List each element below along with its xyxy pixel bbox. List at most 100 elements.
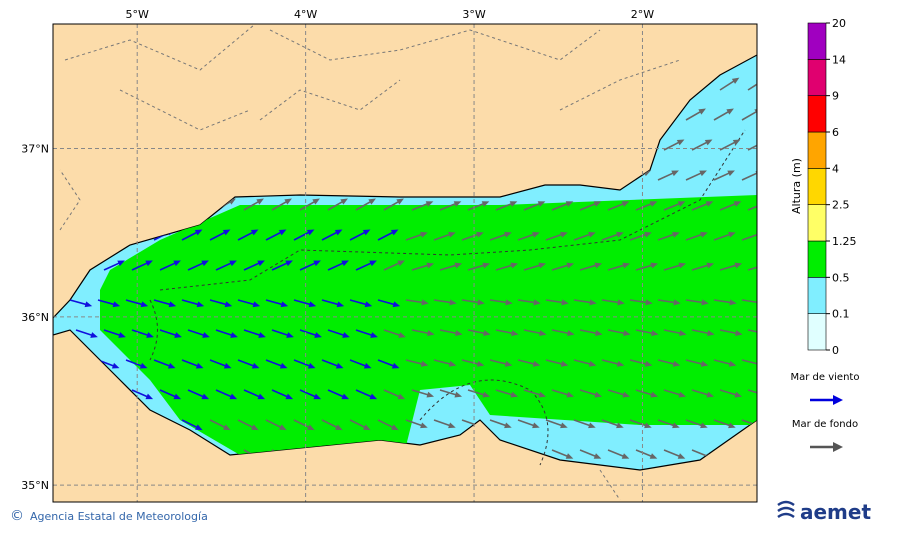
arrow-head: [533, 299, 541, 306]
arrow-head: [763, 330, 770, 336]
legend: Mar de viento Mar de fondo: [791, 372, 859, 452]
arrow-head: [257, 393, 266, 400]
arrow-head: [390, 229, 399, 236]
arrow-head: [511, 330, 519, 337]
arrow-head: [538, 262, 547, 269]
colorbar-title: Altura (m): [790, 158, 803, 214]
arrow-head: [369, 260, 377, 267]
colorbar-bin: [807, 313, 827, 351]
arrow-head: [194, 229, 203, 236]
arrow-head: [617, 299, 625, 306]
arrow-head: [567, 330, 575, 337]
arrow-head: [285, 260, 293, 267]
arrow-head: [279, 362, 288, 369]
arrow-head: [593, 201, 602, 207]
arrow-head: [678, 262, 687, 269]
arrow-head: [537, 201, 546, 207]
arrow-head: [728, 231, 736, 238]
arrow-head: [594, 262, 603, 269]
arrow-head: [420, 231, 428, 238]
colorbar-bin: [807, 240, 827, 278]
arrow-head: [650, 391, 659, 398]
arrow-head: [594, 391, 603, 398]
arrow-head: [448, 422, 456, 429]
arrow-head: [425, 201, 434, 207]
lon-label: 5°W: [126, 8, 149, 21]
credit: Agencia Estatal de Meteorología: [30, 510, 208, 523]
arrow-head: [706, 391, 715, 398]
colorbar-bin: [807, 131, 827, 169]
arrow-head: [532, 360, 541, 367]
arrow-head: [307, 362, 316, 369]
arrow-head: [392, 301, 401, 308]
arrow-head: [698, 108, 706, 115]
arrow-head: [509, 201, 518, 207]
arrow-head: [139, 362, 148, 369]
arrow-head: [195, 424, 203, 431]
colorbar-label: 0: [832, 344, 839, 357]
arrow-head: [448, 231, 456, 238]
arrow-head: [672, 422, 680, 429]
arrow-head: [340, 198, 348, 205]
arrow-head: [762, 453, 770, 459]
arrow-head: [699, 170, 707, 177]
arrow-head: [313, 260, 321, 267]
arrow-head: [369, 393, 378, 400]
legend-label: Mar de fondo: [792, 419, 858, 430]
arrow-head: [173, 260, 181, 267]
arrow-head: [700, 231, 708, 238]
arrow-head: [224, 301, 233, 308]
arrow-head: [482, 262, 491, 269]
arrow-head: [727, 170, 735, 177]
arrow-head: [145, 393, 154, 400]
axis-labels: 5°W 4°W 3°W 2°W 37°N 36°N 35°N: [21, 8, 654, 492]
arrow-head: [223, 424, 231, 431]
arrow-head: [566, 262, 575, 269]
colorbar-label: 9: [832, 90, 839, 103]
arrow-head: [701, 299, 709, 306]
arrow-head: [448, 360, 457, 367]
arrow-head: [391, 424, 399, 431]
arrow-head: [588, 231, 596, 238]
arrow-head: [222, 229, 231, 236]
arrow-head: [593, 453, 602, 459]
arrow-head: [477, 299, 485, 306]
arrow-head: [117, 260, 125, 267]
arrow-head: [145, 260, 153, 267]
logo: aemet: [777, 500, 871, 524]
colorbar-label: 2.5: [832, 199, 850, 212]
arrow-head: [280, 301, 289, 308]
arrow-head: [362, 229, 371, 236]
arrow-head: [733, 201, 742, 207]
arrow-head: [420, 360, 429, 367]
arrow-head: [728, 422, 736, 429]
arrow-shaft: [741, 359, 757, 366]
arrow-head: [279, 424, 287, 431]
arrow-head: [754, 108, 757, 115]
arrow-head: [560, 360, 569, 367]
colorbar-bin: [807, 22, 827, 60]
colorbar: 0 0.1 0.5 1.25 2.5 4 6 9 14 20: [807, 17, 857, 357]
arrow-head: [732, 139, 741, 146]
arrow-head: [731, 77, 740, 84]
arrow-head: [705, 201, 714, 207]
arrow-head: [284, 198, 292, 205]
arrow-head: [397, 260, 405, 267]
lon-label: 4°W: [294, 8, 317, 21]
arrow-head: [341, 260, 349, 267]
logo-text: aemet: [800, 500, 871, 524]
arrow-shaft: [741, 232, 757, 241]
arrow-head: [565, 201, 574, 207]
arrow-head: [676, 139, 685, 146]
colorbar-label: 14: [832, 53, 846, 66]
arrow-head: [195, 362, 204, 369]
arrow-head: [762, 263, 770, 269]
arrow-head: [644, 360, 653, 367]
arrow-head: [314, 332, 322, 338]
arrow-head: [397, 393, 406, 400]
arrow-head: [532, 422, 540, 429]
arrow-head: [306, 229, 315, 236]
arrow-head: [616, 422, 624, 429]
arrow-head: [201, 393, 210, 400]
